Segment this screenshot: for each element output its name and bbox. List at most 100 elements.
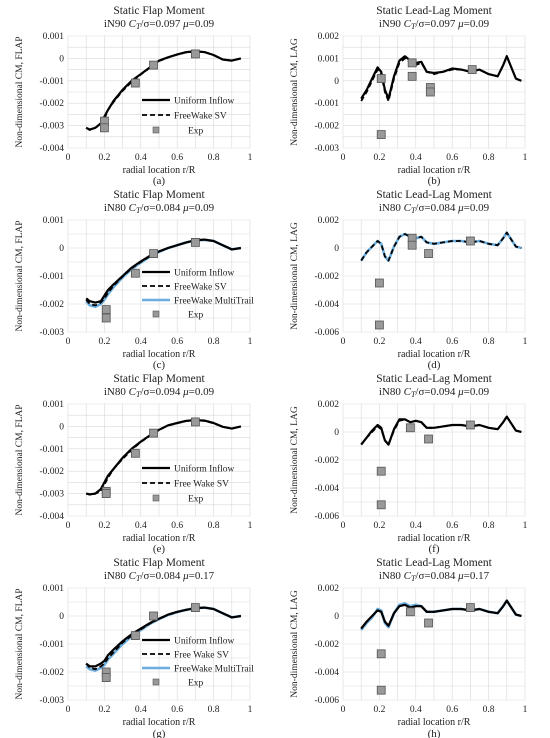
- exp-marker: [376, 649, 386, 659]
- x-tick-label: 1: [248, 153, 253, 163]
- exp-marker: [130, 78, 140, 88]
- exp-marker: [376, 466, 386, 476]
- y-tick-label: -0.003: [39, 328, 64, 338]
- subtitle-part: =0.09: [464, 202, 490, 214]
- x-axis-label: radial location r/R: [123, 165, 196, 176]
- subtitle-part: =0.09: [189, 202, 215, 214]
- subtitle-part: T: [411, 22, 416, 31]
- y-tick-label: -0.002: [314, 640, 339, 650]
- x-tick-label: 0.6: [171, 705, 183, 715]
- chart-title: Static Flap Moment: [113, 189, 205, 201]
- y-tick-label: -0.006: [314, 512, 339, 522]
- legend-label: FreeWake MultiTrail: [174, 297, 254, 307]
- subtitle-part: iN80: [379, 570, 404, 582]
- exp-marker: [149, 249, 158, 258]
- y-tick-label: -0.006: [314, 328, 339, 338]
- y-tick-label: -0.003: [39, 696, 64, 706]
- chart-title: Static Flap Moment: [113, 557, 205, 569]
- panel-label: (c): [153, 359, 166, 371]
- subtitle-part: =0.09: [464, 386, 490, 398]
- subtitle-part: T: [136, 22, 141, 31]
- y-axis-label: Non-dimensional CM, LAG: [290, 406, 300, 514]
- y-tick-label: -0.002: [39, 467, 64, 477]
- exp-marker: [101, 673, 111, 682]
- x-tick-label: 0.6: [446, 705, 458, 715]
- subtitle-part: T: [411, 206, 416, 215]
- x-axis-label: radial location r/R: [123, 349, 196, 360]
- panel-label: (e): [153, 543, 166, 555]
- y-axis-label: Non-dimensional CM, LAG: [290, 38, 300, 146]
- legend-label: FreeWake SV: [174, 112, 227, 122]
- y-tick-label: 0.002: [318, 400, 340, 410]
- legend-label: Exp: [188, 311, 204, 321]
- x-tick-label: 0.2: [373, 153, 385, 163]
- exp-marker: [376, 685, 386, 695]
- subtitle-part: T: [136, 206, 141, 215]
- x-tick-label: 0.6: [446, 337, 458, 347]
- chart-title: Static Lead-Lag Moment: [376, 557, 492, 569]
- legend-label: Exp: [188, 127, 204, 137]
- subtitle-part: =0.09: [464, 18, 490, 30]
- x-tick-label: 0.2: [373, 337, 385, 347]
- exp-marker: [130, 448, 140, 458]
- exp-marker: [149, 60, 158, 70]
- subtitle-part: /σ=0.097: [415, 18, 458, 30]
- x-tick-label: 1: [523, 705, 528, 715]
- y-tick-label: -0.001: [314, 99, 339, 109]
- chart-title: Static Flap Moment: [113, 5, 205, 17]
- x-tick-label: 0.2: [373, 705, 385, 715]
- chart-subtitle: iN90 CT/σ=0.097 μ=0.09: [379, 18, 490, 31]
- x-tick-label: 0.2: [98, 705, 110, 715]
- panel-label: (f): [429, 543, 440, 555]
- exp-marker: [424, 434, 433, 444]
- x-tick-label: 1: [523, 521, 528, 531]
- legend-label: Exp: [188, 495, 204, 505]
- subtitle-part: μ: [457, 386, 464, 398]
- subtitle-part: T: [136, 390, 141, 399]
- subtitle-part: iN90: [379, 18, 404, 30]
- y-tick-label: -0.006: [314, 696, 339, 706]
- x-tick-label: 0.8: [208, 153, 220, 163]
- y-tick-label: 0.002: [318, 32, 340, 42]
- exp-marker: [465, 236, 475, 246]
- y-tick-label: 0.002: [318, 584, 340, 594]
- x-tick-label: 0.6: [171, 153, 183, 163]
- x-axis-label: radial location r/R: [398, 165, 471, 176]
- exp-marker: [190, 417, 200, 427]
- subtitle-part: /σ=0.094: [140, 386, 183, 398]
- series-line-blue: [360, 599, 522, 631]
- x-tick-label: 0.6: [171, 521, 183, 531]
- subtitle-part: iN80: [104, 570, 129, 582]
- y-tick-label: -0.004: [314, 484, 339, 494]
- subtitle-part: iN80: [379, 202, 404, 214]
- panel-label: (h): [428, 728, 441, 738]
- subtitle-part: =0.17: [189, 570, 215, 582]
- y-tick-label: 0: [59, 54, 64, 64]
- x-tick-label: 0: [66, 521, 71, 531]
- subtitle-part: iN80: [379, 386, 404, 398]
- exp-marker: [425, 87, 435, 97]
- y-tick-label: 0: [334, 428, 339, 438]
- legend-label: Free Wake SV: [174, 480, 229, 490]
- exp-marker: [375, 320, 384, 330]
- legend-label: Uniform Inflow: [174, 268, 235, 279]
- subtitle-part: μ: [182, 202, 189, 214]
- x-tick-label: 0: [341, 705, 346, 715]
- exp-marker: [465, 420, 475, 430]
- x-tick-label: 1: [248, 705, 253, 715]
- y-tick-label: -0.003: [314, 144, 339, 154]
- panel-label: (d): [428, 359, 441, 371]
- subtitle-part: C: [404, 570, 412, 582]
- y-tick-label: 0.001: [43, 216, 65, 226]
- y-tick-label: -0.002: [314, 272, 339, 282]
- series-line-dashed: [85, 239, 242, 307]
- exp-marker: [149, 611, 158, 621]
- subtitle-part: =0.09: [189, 386, 215, 398]
- series-line-dashed: [360, 599, 522, 630]
- subtitle-part: /σ=0.084: [140, 202, 183, 214]
- subtitle-part: /σ=0.084: [415, 570, 458, 582]
